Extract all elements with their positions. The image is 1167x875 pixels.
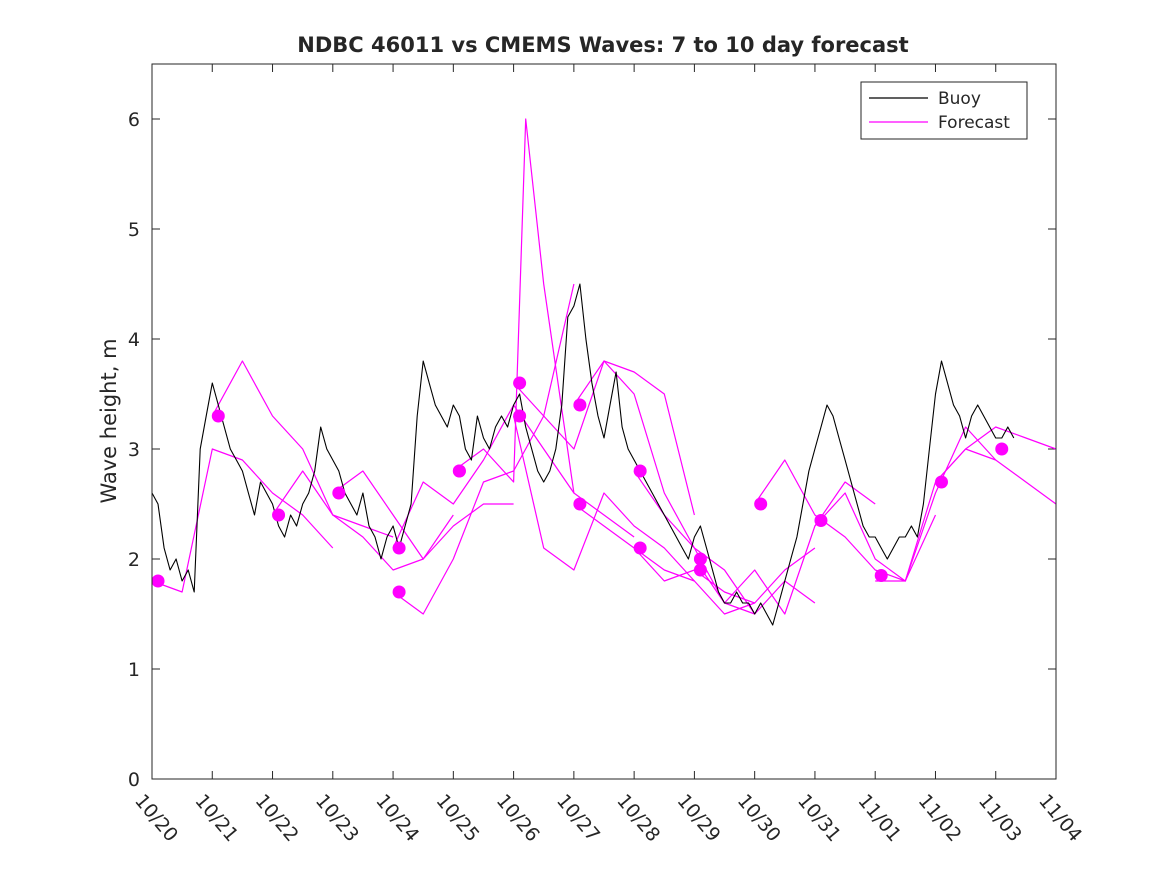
forecast-marker bbox=[573, 497, 587, 511]
forecast-line bbox=[332, 470, 514, 560]
forecast-marker bbox=[934, 475, 948, 489]
legend: Buoy Forecast bbox=[860, 81, 1028, 140]
forecast-marker bbox=[633, 464, 647, 478]
plot-area-frame bbox=[151, 63, 1057, 780]
forecast-marker bbox=[272, 508, 286, 522]
forecast-marker bbox=[814, 514, 828, 527]
y-tick-label: 0 bbox=[128, 769, 140, 791]
forecast-marker bbox=[513, 376, 527, 390]
forecast-line bbox=[633, 547, 816, 615]
forecast-line bbox=[935, 426, 1057, 483]
forecast-line bbox=[211, 360, 394, 538]
forecast-marker bbox=[633, 541, 647, 555]
y-tick-label: 4 bbox=[128, 329, 140, 351]
y-tick-labels: 0 1 2 3 4 5 6 bbox=[128, 109, 140, 791]
forecast-line bbox=[573, 360, 756, 615]
y-tick-label: 5 bbox=[128, 219, 140, 241]
buoy-series bbox=[151, 283, 1015, 626]
legend-buoy-label: Buoy bbox=[938, 89, 981, 109]
forecast-marker bbox=[392, 541, 406, 555]
forecast-marker bbox=[693, 552, 707, 566]
forecast-line bbox=[573, 503, 755, 604]
buoy-line bbox=[151, 283, 1015, 626]
forecast-marker bbox=[995, 442, 1009, 456]
forecast-marker bbox=[874, 569, 888, 582]
y-axis-label: Wave height, m bbox=[97, 338, 121, 503]
forecast-marker bbox=[754, 497, 768, 511]
forecast-marker bbox=[211, 409, 225, 423]
forecast-line bbox=[151, 448, 334, 593]
legend-box bbox=[860, 81, 1028, 140]
forecast-line bbox=[875, 426, 1057, 582]
y-tick-label: 1 bbox=[128, 659, 140, 681]
forecast-markers bbox=[151, 376, 1009, 599]
legend-forecast-label: Forecast bbox=[938, 113, 1010, 133]
forecast-marker bbox=[392, 585, 406, 599]
axes-ticks bbox=[151, 64, 1057, 780]
forecast-line bbox=[392, 404, 575, 549]
forecast-marker bbox=[452, 464, 466, 478]
forecast-marker bbox=[151, 574, 165, 588]
forecast-line bbox=[513, 415, 695, 582]
forecast-marker bbox=[513, 409, 527, 423]
y-tick-label: 2 bbox=[128, 549, 140, 571]
forecast-line bbox=[452, 118, 635, 538]
y-tick-label: 6 bbox=[128, 109, 140, 131]
chart-title: NDBC 46011 vs CMEMS Waves: 7 to 10 day f… bbox=[297, 33, 908, 57]
forecast-marker bbox=[693, 563, 707, 577]
y-tick-label: 3 bbox=[128, 439, 140, 461]
forecast-marker bbox=[332, 486, 346, 500]
forecast-marker bbox=[573, 398, 587, 412]
